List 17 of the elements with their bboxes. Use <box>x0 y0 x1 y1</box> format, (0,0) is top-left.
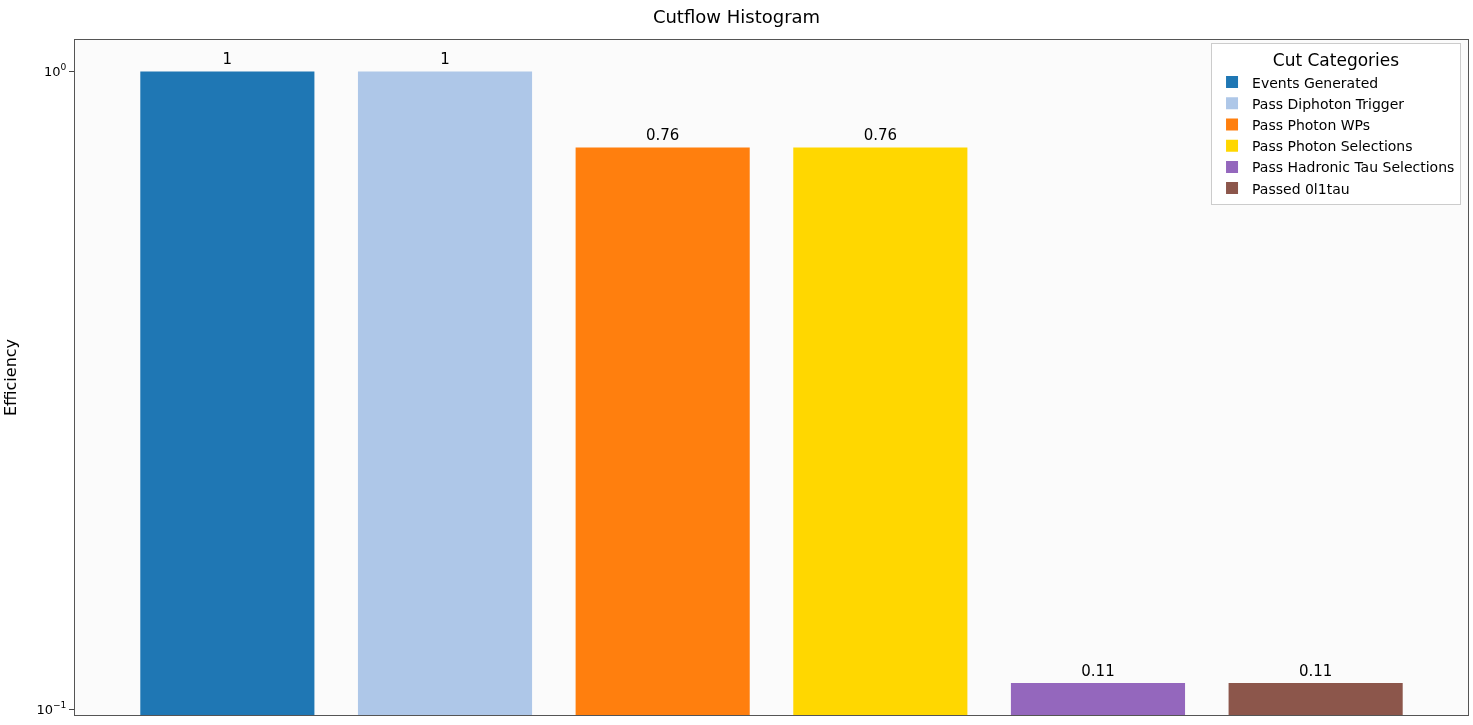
legend-label: Pass Photon Selections <box>1252 138 1413 155</box>
data-label: 1 <box>440 50 450 69</box>
y-axis-title: Efficiency <box>1 338 21 417</box>
y-tick-label: 10$^{0}$ <box>44 62 67 79</box>
legend-label: Passed 0l1tau <box>1252 180 1350 197</box>
legend-label: Events Generated <box>1252 74 1379 91</box>
legend-title: Cut Categories <box>1272 50 1400 71</box>
data-label: 0.11 <box>1298 661 1333 680</box>
data-label: 1 <box>222 50 233 69</box>
y-tick-label: 10$^{−1}$ <box>36 700 67 717</box>
legend-label: Pass Photon WPs <box>1252 116 1371 133</box>
legend-label: Pass Diphoton Trigger <box>1252 95 1405 112</box>
data-label: 0.76 <box>863 126 898 145</box>
data-label: 0.11 <box>1081 661 1115 680</box>
legend-label: Pass Hadronic Tau Selections <box>1252 159 1455 176</box>
data-label: 0.76 <box>645 126 680 145</box>
chart-title: Cutflow Histogram <box>652 6 821 28</box>
